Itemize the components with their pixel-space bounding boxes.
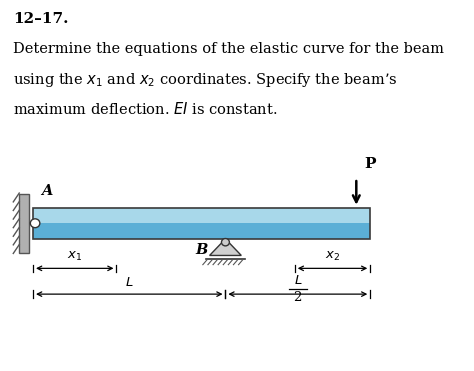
Circle shape	[30, 219, 40, 228]
Text: B: B	[195, 243, 208, 257]
Text: A: A	[41, 184, 53, 198]
Text: $x_2$: $x_2$	[325, 250, 340, 263]
Text: $L$: $L$	[293, 275, 302, 288]
Text: 2: 2	[293, 291, 302, 304]
Bar	[33, 208, 370, 223]
Text: P: P	[364, 157, 376, 171]
Text: $x_1$: $x_1$	[67, 250, 82, 263]
Circle shape	[221, 239, 229, 246]
Bar	[33, 208, 370, 239]
Polygon shape	[210, 239, 241, 256]
Text: 12–17.: 12–17.	[13, 13, 69, 26]
Text: Determine the equations of the elastic curve for the beam: Determine the equations of the elastic c…	[13, 42, 444, 56]
Text: $L$: $L$	[125, 276, 134, 289]
Bar	[19, 194, 29, 253]
Text: maximum deflection. $EI$ is constant.: maximum deflection. $EI$ is constant.	[13, 101, 278, 117]
Bar	[33, 223, 370, 239]
Text: using the $x_1$ and $x_2$ coordinates. Specify the beam’s: using the $x_1$ and $x_2$ coordinates. S…	[13, 71, 398, 89]
